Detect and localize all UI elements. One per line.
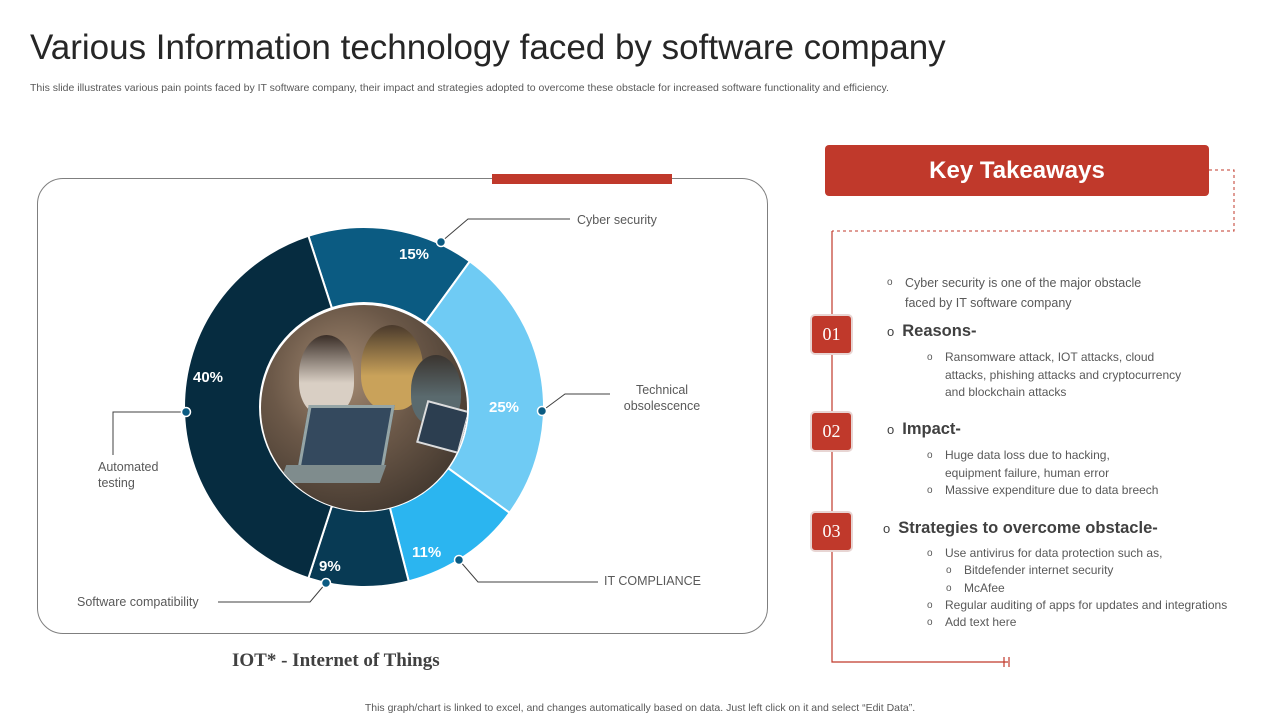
leader-line-automated-testing [112, 411, 186, 455]
category-label-automated-testing: Automated testing [98, 460, 159, 490]
bullet-text: Ransomware attack, IOT attacks, cloud at… [945, 350, 1182, 399]
bullet-text: Use antivirus for data protection such a… [945, 546, 1163, 560]
bullet-circle-icon: o [927, 450, 933, 461]
section-heading-impact: o Impact- [887, 420, 961, 439]
section-number-badge: 03 [810, 511, 853, 552]
section-bullet: o Huge data loss due to hacking, equipme… [927, 447, 1135, 482]
bullet-text: McAfee [964, 581, 1005, 595]
category-label-software-compatibility: Software compatibility [77, 595, 199, 609]
page-subtitle: This slide illustrates various pain poin… [30, 82, 889, 94]
chart-accent-bar [492, 174, 672, 184]
section-heading-strategies: o Strategies to overcome obstacle- [883, 519, 1158, 538]
section-bullet: o Add text here [927, 614, 1245, 632]
data-label-technical-obsolescence: 25% [489, 399, 520, 416]
bullet-circle-icon: o [887, 277, 893, 288]
bullet-text: Bitdefender internet security [964, 563, 1114, 577]
section-bullet: o Massive expenditure due to data breech [927, 482, 1205, 500]
photo-laptop [297, 405, 395, 471]
data-label-cyber-security: 15% [399, 246, 430, 263]
takeaway-intro-text: Cyber security is one of the major obsta… [905, 276, 1142, 310]
leader-dot-technical-obsolescence [536, 405, 548, 417]
leader-line-software-compatibility [218, 582, 327, 603]
leader-line-it-compliance [458, 559, 598, 583]
bullet-circle-icon: o [946, 583, 952, 594]
section-heading-text: Strategies to overcome obstacle- [898, 519, 1158, 537]
bullet-circle-icon: o [927, 548, 933, 559]
photo-laptop-base [279, 465, 387, 483]
leader-line-cyber-security [440, 218, 570, 243]
key-takeaways-header: Key Takeaways [825, 145, 1209, 196]
leader-dot-software-compatibility [320, 577, 332, 589]
page-title: Various Information technology faced by … [30, 28, 946, 67]
bullet-circle-icon: o [927, 617, 933, 628]
photo-person [299, 335, 354, 415]
leader-dot-automated-testing [180, 406, 192, 418]
data-label-it-compliance: 11% [412, 544, 442, 561]
bullet-circle-icon: o [927, 485, 933, 496]
leader-dot-it-compliance [453, 554, 465, 566]
data-label-software-compatibility: 9% [319, 558, 341, 575]
section-sub-bullet: o McAfee [946, 580, 1224, 598]
category-label-cyber-security: Cyber security [577, 213, 657, 227]
bullet-circle-icon: o [883, 521, 891, 536]
bullet-text: Add text here [945, 615, 1017, 629]
section-heading-text: Reasons- [902, 322, 977, 340]
section-number-badge: 01 [810, 314, 853, 355]
bullet-circle-icon: o [927, 352, 933, 363]
section-sub-bullet: o Bitdefender internet security [946, 562, 1224, 580]
bullet-text: Regular auditing of apps for updates and… [945, 598, 1228, 612]
bullet-circle-icon: o [946, 565, 952, 576]
leader-dot-cyber-security [435, 236, 447, 248]
bullet-circle-icon: o [887, 422, 895, 437]
category-label-it-compliance: IT COMPLIANCE [604, 574, 702, 588]
section-bullet: o Ransomware attack, IOT attacks, cloud … [927, 349, 1195, 402]
footnote: This graph/chart is linked to excel, and… [364, 702, 916, 714]
data-label-automated-testing: 40% [193, 369, 224, 386]
leader-line-technical-obsolescence [541, 393, 610, 412]
bullet-circle-icon: o [927, 600, 933, 611]
bullet-circle-icon: o [887, 324, 895, 339]
category-label-technical-obsolescence: Technical obsolescence [623, 383, 701, 413]
center-photo [261, 305, 467, 511]
takeaway-intro: o Cyber security is one of the major obs… [887, 273, 1175, 313]
donut-slice-technical-obsolescence [423, 259, 545, 515]
section-heading-text: Impact- [902, 420, 961, 438]
bullet-text: Huge data loss due to hacking, equipment… [945, 448, 1110, 480]
section-bullet: o Regular auditing of apps for updates a… [927, 597, 1245, 615]
section-number-badge: 02 [810, 411, 853, 452]
section-heading-reasons: o Reasons- [887, 322, 977, 341]
bullet-text: Massive expenditure due to data breech [945, 483, 1159, 497]
section-bullet: o Use antivirus for data protection such… [927, 545, 1245, 563]
chart-caption: IOT* - Internet of Things [232, 650, 440, 671]
